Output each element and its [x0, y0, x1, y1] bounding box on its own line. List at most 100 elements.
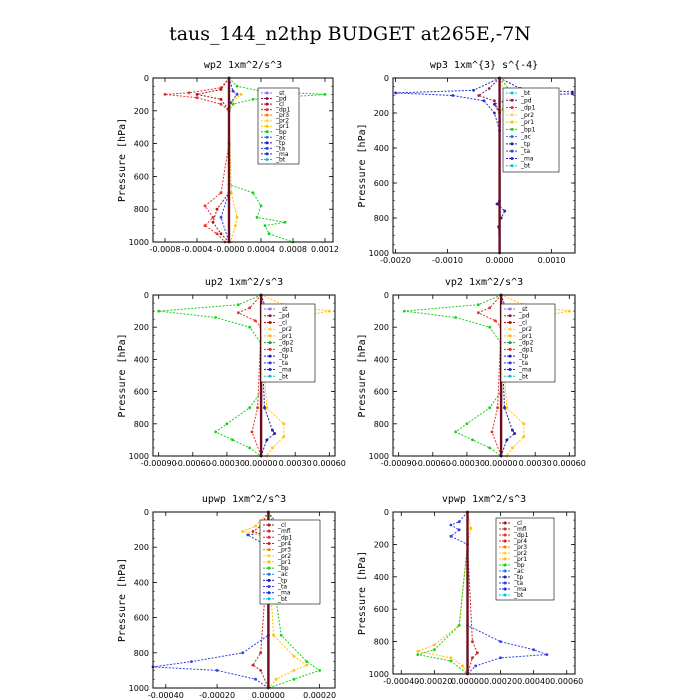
data-point: [263, 406, 266, 410]
legend-marker: [265, 146, 269, 150]
x-tick-label: 0.0008: [279, 245, 307, 254]
legend-entry: _pr1: [278, 333, 292, 340]
chart-panel-2: wp3 1xm^{3} s^{-4} Pressure [hPa] 0 200 400 6…: [357, 60, 576, 265]
panels: wp2 1xm^2/s^3 Pressure [hPa] 0 200 400 600 800…: [117, 60, 586, 700]
legend-entry: _pr2: [513, 550, 527, 557]
x-tick-label: 0.00020: [484, 677, 517, 686]
data-point: [274, 677, 278, 681]
x-tick-label: 0.00000: [485, 459, 518, 468]
legend-marker: [265, 141, 269, 145]
legend-entry: _tp: [518, 353, 528, 360]
data-point: [416, 653, 420, 656]
x-tick-label: -0.00030: [209, 459, 245, 468]
legend-marker: [508, 341, 512, 345]
legend-entry: _ta: [520, 148, 530, 155]
data-point: [292, 669, 296, 672]
data-point: [231, 89, 235, 93]
data-point: [231, 438, 235, 442]
legend-entry: _ma: [518, 367, 532, 374]
legend-marker: [268, 347, 272, 351]
legend-marker: [267, 554, 271, 558]
series-line-bpv: [404, 294, 502, 457]
data-point: [251, 663, 255, 667]
panel-title: wp2 1xm^2/s^3: [204, 60, 282, 71]
x-tick-label: 0.00060: [313, 459, 346, 468]
data-point: [488, 406, 492, 410]
legend-marker: [503, 539, 507, 543]
panel-title: up2 1xm^2/s^3: [205, 277, 283, 288]
y-tick-label: 400: [374, 144, 389, 153]
y-tick-label: 800: [134, 420, 149, 429]
chart-panel-5: upwp 1xm^2/s^3 Pressure [hPa] 0 200 400 600 80…: [117, 494, 336, 700]
legend-entry: _bp: [275, 129, 287, 136]
legend-marker: [510, 164, 514, 168]
legend-marker: [265, 102, 269, 106]
data-point: [433, 643, 436, 647]
legend-entry: _ta: [518, 360, 528, 367]
legend-marker: [510, 120, 514, 124]
series-line-pr4: [467, 512, 478, 675]
plot-frame: [392, 294, 576, 457]
y-tick-label: 400: [374, 355, 389, 364]
data-point: [248, 306, 252, 310]
legend-marker: [503, 587, 507, 591]
data-point: [433, 648, 436, 652]
x-tick-label: -0.00030: [449, 459, 485, 468]
x-tick-label: -0.00090: [381, 459, 417, 468]
series-line-pr1: [241, 511, 308, 689]
data-point: [246, 533, 250, 537]
y-tick-label: 600: [374, 179, 389, 188]
data-point: [259, 669, 263, 672]
x-tick-label: 0.00000: [252, 691, 285, 700]
y-tick-label: 1000: [129, 452, 149, 461]
legend-marker: [265, 108, 269, 112]
legend-marker: [265, 124, 269, 128]
data-point: [211, 216, 215, 219]
data-point: [283, 220, 287, 224]
legend-marker: [268, 374, 272, 378]
y-tick-label: 200: [374, 323, 389, 332]
series-line-dp1: [477, 294, 502, 457]
chart-panel-1: wp2 1xm^2/s^3 Pressure [hPa] 0 200 400 600 800…: [117, 60, 339, 254]
y-axis-label: Pressure [hPa]: [357, 551, 368, 635]
data-point: [273, 432, 277, 435]
x-tick-label: -0.00040: [148, 691, 184, 700]
data-point: [454, 430, 457, 434]
legend-marker: [503, 557, 507, 561]
y-tick-label: 0: [144, 508, 149, 517]
x-tick-label: -0.00090: [141, 459, 177, 468]
data-point: [305, 660, 309, 663]
data-point: [496, 406, 499, 410]
legend-marker: [268, 341, 272, 345]
data-point: [488, 446, 492, 450]
legend-marker: [268, 314, 272, 318]
legend-entry: _dp2: [518, 340, 534, 347]
data-point: [471, 656, 474, 660]
data-point: [487, 87, 491, 90]
data-point: [225, 422, 229, 426]
legend-marker: [268, 334, 272, 338]
data-point: [416, 649, 420, 653]
data-point: [318, 669, 321, 672]
x-tick-label: -0.0010: [432, 256, 463, 265]
data-point: [241, 651, 245, 655]
legend-entry: _pr2: [277, 553, 291, 560]
legend-marker: [510, 127, 514, 131]
data-point: [239, 93, 243, 96]
legend-entry: _bt: [278, 373, 289, 380]
data-point: [476, 311, 480, 315]
data-point: [271, 428, 274, 432]
data-point: [235, 93, 239, 96]
legend-entry: _dp1: [278, 346, 294, 353]
legend-marker: [267, 535, 271, 539]
data-point: [469, 526, 473, 530]
x-tick-label: -0.00060: [415, 459, 451, 468]
legend-entry: _cl: [513, 520, 522, 527]
x-tick-label: 0.00020: [303, 691, 336, 700]
y-tick-label: 200: [134, 543, 149, 552]
legend-marker: [265, 97, 269, 101]
data-point: [457, 528, 461, 532]
legend-marker: [510, 98, 514, 102]
y-tick-label: 600: [134, 388, 149, 397]
data-point: [265, 406, 269, 410]
